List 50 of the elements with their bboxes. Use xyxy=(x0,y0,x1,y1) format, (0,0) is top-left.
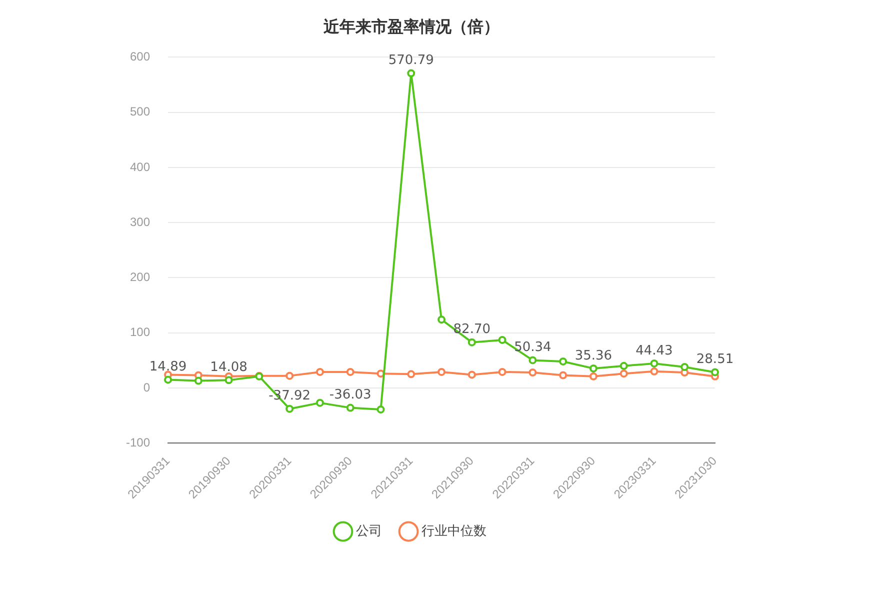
point xyxy=(468,370,476,379)
point xyxy=(438,368,446,376)
point xyxy=(376,405,385,414)
point xyxy=(346,404,354,412)
data-label: 50.34 xyxy=(514,340,552,356)
point xyxy=(559,371,568,380)
point xyxy=(498,368,506,376)
point xyxy=(316,398,324,407)
point xyxy=(650,367,658,376)
y-tick-label: 600 xyxy=(130,50,150,64)
y-tick-label: 500 xyxy=(130,104,150,119)
point xyxy=(286,404,294,413)
point xyxy=(680,362,689,371)
y-tick-label: -100 xyxy=(126,435,150,450)
point xyxy=(589,372,598,380)
data-label: -36.03 xyxy=(329,388,372,403)
point xyxy=(711,368,719,376)
point xyxy=(468,338,476,346)
point xyxy=(407,69,416,78)
y-tick-label: 200 xyxy=(130,270,150,284)
point xyxy=(650,359,658,368)
point xyxy=(528,368,537,377)
point xyxy=(346,368,354,376)
point xyxy=(498,336,506,344)
point xyxy=(286,372,294,380)
data-label: 28.51 xyxy=(696,352,734,368)
chart-title: 近年来市盈率情况（倍） xyxy=(322,16,500,36)
point xyxy=(559,357,568,366)
data-label: 14.89 xyxy=(149,360,187,375)
data-label: 44.43 xyxy=(636,343,673,358)
point xyxy=(224,376,233,384)
legend-label: 行业中位数 xyxy=(422,524,486,539)
y-tick-label: 100 xyxy=(130,325,150,340)
point xyxy=(164,376,172,384)
point xyxy=(620,370,628,378)
data-label: 14.08 xyxy=(210,360,248,376)
data-label: 35.36 xyxy=(574,348,612,364)
point xyxy=(620,362,628,370)
point xyxy=(438,316,446,324)
y-tick-label: 0 xyxy=(143,380,150,394)
y-tick-label: 400 xyxy=(130,160,150,174)
point xyxy=(407,370,416,378)
point xyxy=(194,376,202,385)
point xyxy=(316,368,324,376)
data-label: 570.79 xyxy=(388,53,434,68)
point xyxy=(528,356,537,364)
y-tick-label: 300 xyxy=(130,214,150,229)
point xyxy=(589,364,598,372)
legend-label: 公司 xyxy=(356,524,382,539)
data-label: 82.70 xyxy=(453,322,491,338)
